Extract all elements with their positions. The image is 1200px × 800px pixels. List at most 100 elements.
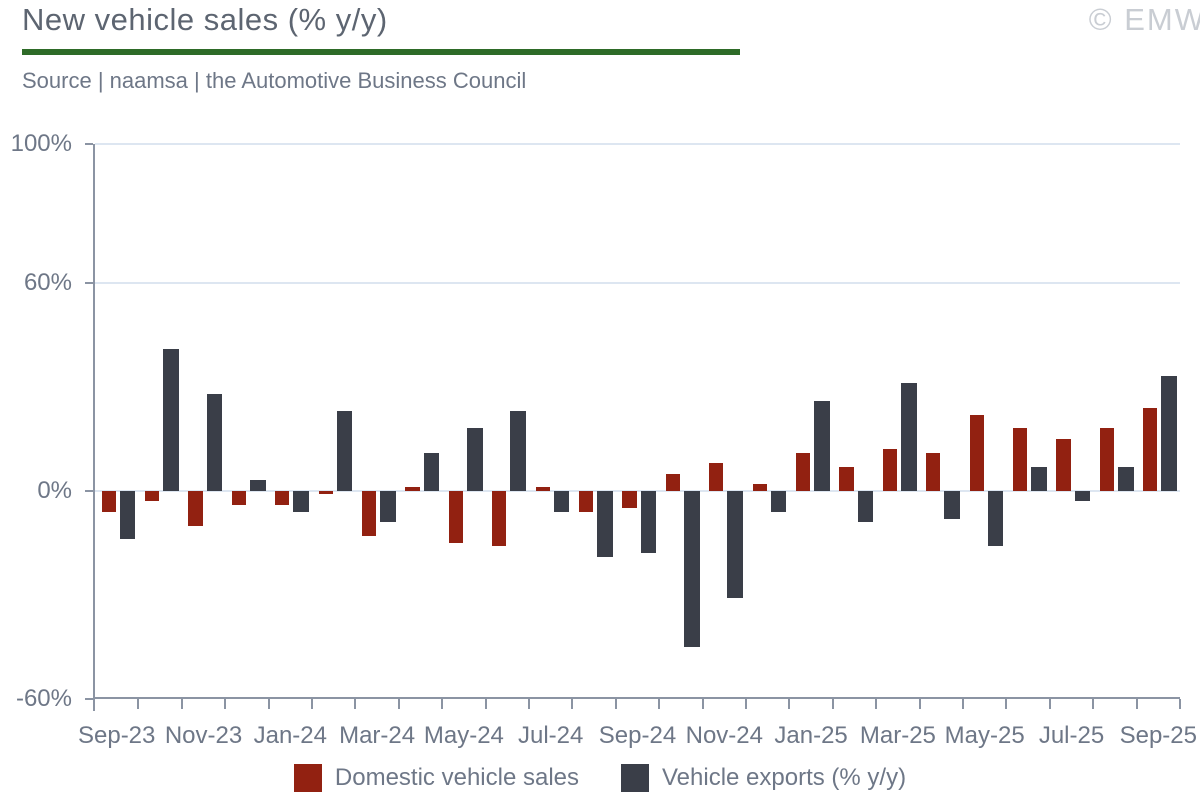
- x-tick-4: [267, 699, 270, 709]
- x-tick-23: [1092, 699, 1095, 709]
- x-axis-label-jan-24: Jan-24: [253, 722, 327, 749]
- title-underline: [22, 49, 740, 55]
- x-tick-20: [962, 699, 964, 709]
- bar-exports-jul-25: [1074, 490, 1091, 502]
- bar-domestic-mar-24: [361, 490, 377, 536]
- bar-exports-jul-24: [553, 490, 570, 512]
- y-axis-label-100: 100%: [10, 130, 72, 157]
- x-axis-line: [93, 697, 1180, 699]
- bar-exports-nov-24: [727, 490, 743, 599]
- x-tick-25: [1179, 699, 1181, 709]
- bar-domestic-dec-24: [752, 483, 767, 491]
- bar-domestic-jul-24: [535, 487, 550, 491]
- y-axis-label--60: -60%: [15, 685, 72, 712]
- x-tick-12: [614, 699, 617, 709]
- bar-exports-aug-25: [1117, 466, 1134, 491]
- bar-domestic-nov-23: [188, 490, 203, 526]
- x-tick-19: [918, 699, 921, 709]
- x-tick-16: [788, 699, 791, 709]
- bar-exports-oct-23: [163, 348, 179, 491]
- x-tick-24: [1135, 699, 1138, 709]
- source-line: Source | naamsa | the Automotive Busines…: [22, 68, 527, 93]
- bar-exports-jan-24: [293, 490, 309, 512]
- bar-domestic-jul-25: [1056, 438, 1071, 491]
- plot-area: 100% 60% 0% -60% Sep-23 Nov-23 Jan-24 Mar-24 May…: [11, 130, 1197, 749]
- x-tick-21: [1005, 699, 1008, 709]
- x-axis-label-nov-24: Nov-24: [685, 722, 763, 749]
- y-tick--60: [85, 698, 93, 700]
- x-axis-label-jul-25: Jul-25: [1038, 722, 1105, 749]
- gridline-0: [95, 489, 1180, 492]
- y-axis-label-0: 0%: [37, 476, 72, 504]
- y-axis-label-60: 60%: [23, 268, 72, 296]
- bar-exports-apr-25: [944, 490, 960, 519]
- bar-domestic-may-25: [969, 414, 984, 491]
- bar-exports-may-24: [466, 428, 483, 491]
- x-axis-label-sep-23: Sep-23: [77, 722, 156, 749]
- gridline-60: [95, 281, 1180, 284]
- bar-domestic-jun-24: [492, 490, 507, 547]
- y-tick-100: [85, 143, 93, 145]
- x-tick-6: [354, 699, 357, 709]
- y-tick-60: [85, 281, 93, 284]
- x-tick-11: [571, 699, 574, 709]
- bar-exports-nov-23: [206, 393, 223, 491]
- bar-exports-mar-24: [380, 490, 396, 523]
- bar-exports-sep-25: [1161, 376, 1177, 491]
- bar-domestic-sep-23: [101, 490, 116, 512]
- x-tick-18: [875, 699, 878, 709]
- bar-domestic-dec-23: [231, 490, 247, 505]
- x-axis-label-nov-23: Nov-23: [164, 722, 243, 749]
- x-tick-7: [397, 699, 400, 709]
- bar-domestic-oct-23: [144, 490, 160, 502]
- legend-label-exports: Vehicle exports (% y/y): [662, 764, 907, 791]
- legend-item-domestic: Domestic vehicle sales: [293, 764, 579, 792]
- bar-domestic-jan-25: [795, 452, 811, 491]
- bar-exports-jun-25: [1031, 466, 1047, 491]
- x-axis-label-sep-24: Sep-24: [598, 722, 677, 749]
- y-tick-0: [85, 489, 93, 492]
- bar-exports-may-25: [987, 490, 1004, 547]
- bar-exports-sep-24: [640, 490, 657, 554]
- legend-label-domestic: Domestic vehicle sales: [334, 764, 579, 791]
- legend-swatch-domestic: [293, 764, 322, 792]
- x-tick-17: [831, 699, 834, 709]
- bar-exports-oct-24: [683, 490, 700, 647]
- x-tick-8: [441, 699, 444, 709]
- bar-exports-aug-24: [597, 490, 613, 557]
- bar-domestic-aug-24: [578, 490, 594, 512]
- bar-domestic-feb-24: [318, 490, 333, 495]
- bar-domestic-sep-25: [1143, 407, 1158, 491]
- x-tick-22: [1048, 699, 1051, 709]
- bar-domestic-nov-24: [709, 463, 724, 491]
- bar-exports-dec-24: [770, 490, 787, 512]
- bar-exports-jun-24: [510, 411, 526, 491]
- bar-domestic-apr-24: [405, 487, 420, 491]
- x-axis-label-jul-24: Jul-24: [518, 722, 584, 749]
- bar-exports-feb-25: [857, 490, 874, 523]
- legend: Domestic vehicle sales Vehicle exports (…: [0, 764, 1200, 792]
- bar-domestic-sep-24: [622, 490, 637, 509]
- x-tick-14: [701, 699, 704, 709]
- x-tick-9: [484, 699, 487, 709]
- bar-domestic-jun-25: [1012, 428, 1028, 491]
- x-axis-label-mar-25: Mar-25: [859, 722, 936, 749]
- bar-exports-mar-25: [900, 383, 917, 491]
- x-axis-label-may-24: May-24: [423, 722, 504, 749]
- x-tick-10: [528, 699, 530, 709]
- legend-item-exports: Vehicle exports (% y/y): [621, 764, 906, 792]
- x-tick-5: [311, 699, 313, 709]
- watermark: © EMW: [1088, 2, 1200, 37]
- x-axis-label-may-25: May-25: [944, 722, 1025, 749]
- bar-exports-apr-24: [423, 452, 440, 491]
- x-axis-label-mar-24: Mar-24: [339, 722, 416, 749]
- bar-exports-dec-23: [249, 480, 266, 491]
- y-axis-line: [93, 144, 95, 711]
- bar-exports-feb-24: [336, 411, 353, 491]
- x-axis-label-jan-25: Jan-25: [774, 722, 848, 749]
- page-title: New vehicle sales (% y/y): [22, 2, 388, 37]
- x-tick-3: [224, 699, 227, 709]
- x-tick-1: [137, 699, 140, 709]
- legend-swatch-exports: [621, 764, 649, 792]
